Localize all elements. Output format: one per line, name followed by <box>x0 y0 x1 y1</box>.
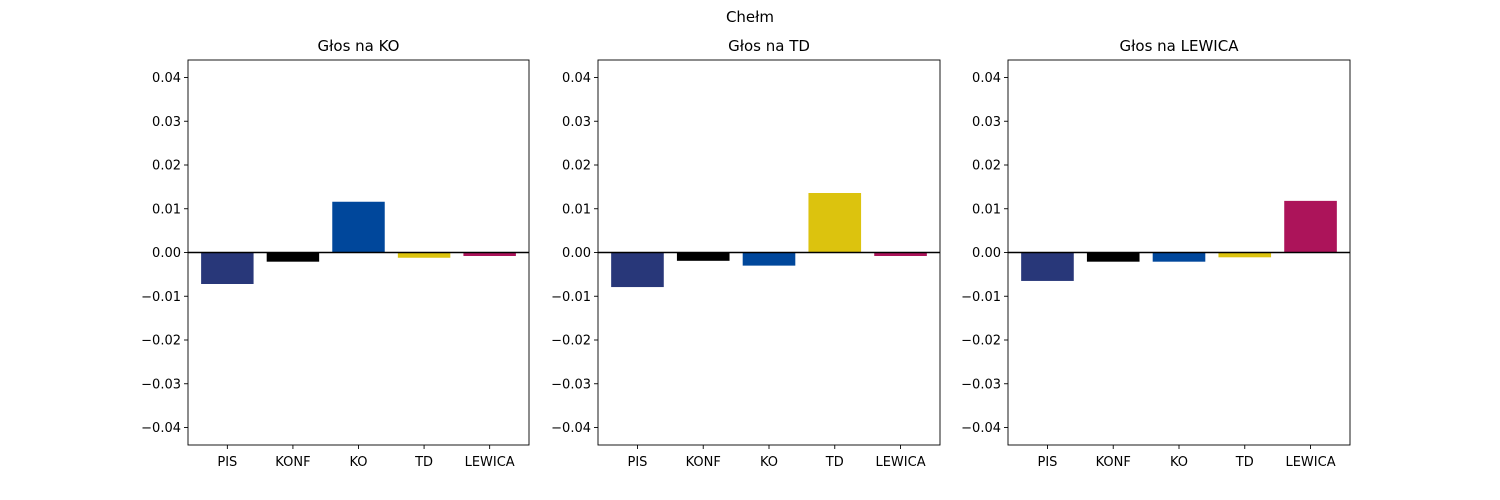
bar-ko <box>1152 252 1206 262</box>
bar-pis <box>611 252 664 288</box>
bar-konf <box>1086 252 1140 262</box>
figure-title: Chełm <box>726 8 774 26</box>
y-tick-label: −0.03 <box>141 377 181 392</box>
bar-td <box>1218 252 1272 258</box>
x-tick-label: TD <box>825 455 844 470</box>
subplot-title: Głos na TD <box>728 37 810 55</box>
y-tick-label: −0.03 <box>551 377 591 392</box>
subplot-3: Głos na LEWICA −0.04 −0.03 −0.02 −0.01 0.00 0.… <box>961 37 1351 470</box>
y-tick-label: −0.04 <box>551 421 591 436</box>
bar-td <box>808 193 862 253</box>
y-tick-label: 0.01 <box>972 202 1001 217</box>
y-tick-label: 0.04 <box>562 71 591 86</box>
x-tick-label: PIS <box>217 455 237 470</box>
x-tick-label: LEWICA <box>465 455 515 470</box>
y-tick-label: 0.01 <box>562 202 591 217</box>
y-tick-label: 0.01 <box>152 202 181 217</box>
y-tick-label: 0.02 <box>972 159 1001 174</box>
bar-lewica <box>874 252 927 256</box>
y-tick-label: 0.04 <box>972 71 1001 86</box>
y-tick-label: −0.04 <box>141 421 181 436</box>
subplot-title: Głos na LEWICA <box>1120 37 1240 55</box>
bar-lewica <box>1284 200 1337 253</box>
x-tick-label: PIS <box>627 455 647 470</box>
y-tick-label: −0.03 <box>961 377 1001 392</box>
bar-ko <box>332 201 385 253</box>
bar-konf <box>676 252 730 261</box>
x-tick-label: PIS <box>1037 455 1057 470</box>
y-tick-label: −0.02 <box>141 334 181 349</box>
bar-pis <box>201 252 254 284</box>
x-tick-label: KO <box>349 455 367 470</box>
y-tick-label: −0.01 <box>551 290 591 305</box>
subplot-1: Głos na KO −0.04 −0.03 −0.02 −0.01 0.00 0.01 0.… <box>141 37 530 470</box>
y-tick-label: 0.03 <box>562 115 591 130</box>
chart-panels: Głos na KO −0.04 −0.03 −0.02 −0.01 0.00 0.01 0.… <box>141 37 1351 470</box>
x-tick-label: KO <box>760 455 778 470</box>
x-tick-label: TD <box>414 455 433 470</box>
x-tick-label: LEWICA <box>875 455 925 470</box>
x-tick-label: KONF <box>1096 455 1131 470</box>
bar-ko <box>742 252 796 266</box>
y-tick-label: 0.00 <box>152 246 181 261</box>
y-tick-label: 0.03 <box>152 115 181 130</box>
bar-td <box>397 252 451 258</box>
y-tick-label: 0.02 <box>152 159 181 174</box>
y-tick-label: 0.00 <box>562 246 591 261</box>
bar-pis <box>1021 252 1074 281</box>
y-tick-label: −0.01 <box>961 290 1001 305</box>
bar-lewica <box>463 252 516 256</box>
y-tick-label: −0.04 <box>961 421 1001 436</box>
y-tick-label: −0.02 <box>551 334 591 349</box>
subplot-2: Głos na TD −0.04 −0.03 −0.02 −0.01 0.00 0.01 0.… <box>551 37 941 470</box>
x-tick-label: KONF <box>275 455 310 470</box>
x-tick-label: KO <box>1170 455 1188 470</box>
bar-konf <box>266 252 320 262</box>
x-tick-label: TD <box>1235 455 1254 470</box>
y-tick-label: −0.01 <box>141 290 181 305</box>
x-tick-label: KONF <box>686 455 721 470</box>
subplot-title: Głos na KO <box>318 37 400 55</box>
y-tick-label: 0.00 <box>972 246 1001 261</box>
x-tick-label: LEWICA <box>1285 455 1335 470</box>
y-tick-label: 0.03 <box>972 115 1001 130</box>
y-tick-label: 0.02 <box>562 159 591 174</box>
y-tick-label: 0.04 <box>152 71 181 86</box>
y-tick-label: −0.02 <box>961 334 1001 349</box>
